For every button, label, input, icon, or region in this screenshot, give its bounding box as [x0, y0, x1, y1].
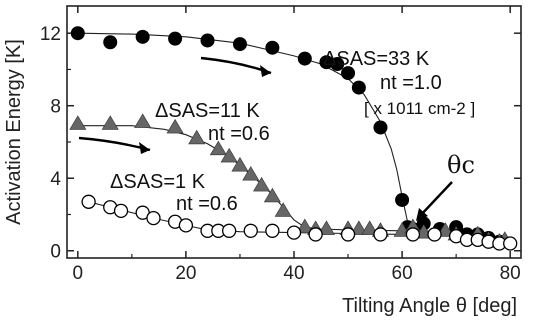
nt-1-0-label: nt =1.0: [380, 72, 442, 94]
data-point-series-2: [113, 203, 129, 219]
data-point-series-0: [70, 26, 85, 41]
y-tick-label: 0: [50, 242, 61, 263]
arrowhead-11k: [139, 142, 150, 154]
units-label: [ x 1011 cm-2 ]: [364, 99, 475, 118]
data-point-series-2: [373, 227, 388, 242]
data-point-series-0: [168, 31, 183, 46]
x-tick-label: 0: [73, 263, 84, 284]
nt-0-6-label-b: nt =0.6: [176, 193, 238, 215]
nt-0-6-label-a: nt =0.6: [208, 123, 270, 145]
data-point-series-1: [188, 129, 206, 145]
data-point-series-0: [103, 35, 118, 50]
y-tick-label: 4: [50, 169, 61, 190]
data-point-series-1: [166, 118, 184, 134]
ticks-layer: 0 20 40 60 80 0 4 8 12: [40, 6, 521, 284]
data-point-series-0: [395, 192, 410, 207]
data-point-series-0: [265, 40, 280, 55]
data-point-series-2: [405, 227, 421, 242]
data-point-series-2: [308, 227, 323, 242]
data-point-series-0: [351, 80, 366, 95]
data-point-series-1: [209, 140, 227, 156]
data-point-series-2: [81, 194, 96, 209]
delta-sas-1-label: ΔSAS=1 K: [110, 171, 206, 193]
data-point-series-2: [340, 227, 356, 242]
data-point-series-2: [427, 227, 442, 242]
data-point-series-1: [317, 220, 335, 235]
data-point-series-0: [297, 51, 312, 66]
x-tick-label: 60: [392, 263, 413, 284]
data-point-series-1: [253, 176, 271, 192]
data-point-series-1: [220, 147, 238, 163]
y-tick-label: 8: [50, 97, 61, 118]
data-point-series-2: [286, 225, 302, 240]
y-tick-label: 12: [40, 24, 61, 45]
data-point-series-1: [231, 156, 249, 172]
theta-c-label: θc: [447, 151, 475, 179]
data-point-series-1: [69, 115, 87, 130]
data-point-series-1: [263, 187, 281, 203]
delta-sas-33-label: ΔSAS=33 K: [323, 48, 430, 70]
data-point-series-1: [350, 220, 368, 235]
arrow-theta-c: [418, 181, 453, 218]
data-point-series-2: [178, 218, 194, 233]
data-point-series-0: [330, 57, 345, 72]
arrowhead-theta-c: [416, 208, 428, 221]
data-point-series-1: [274, 202, 292, 217]
data-point-series-2: [503, 236, 518, 251]
data-point-series-1: [242, 166, 260, 181]
x-tick-label: 80: [500, 263, 521, 284]
x-tick-label: 20: [175, 263, 196, 284]
delta-sas-11-label: ΔSAS=11 K: [155, 100, 260, 122]
x-axis-label: Tilting Angle θ [deg]: [342, 295, 517, 317]
data-point-series-1: [296, 218, 314, 234]
data-point-series-0: [341, 66, 356, 81]
arrowhead-33k: [260, 65, 271, 77]
data-point-series-0: [200, 33, 215, 48]
data-point-series-0: [135, 29, 150, 44]
data-point-series-1: [361, 220, 379, 235]
data-point-series-1: [134, 113, 152, 128]
data-point-series-2: [243, 223, 258, 238]
x-tick-label: 40: [283, 263, 304, 284]
data-point-series-0: [373, 120, 388, 135]
data-point-series-0: [232, 37, 247, 52]
data-point-series-0: [319, 55, 334, 70]
data-point-series-2: [146, 210, 161, 226]
data-point-series-1: [101, 115, 119, 130]
data-points-layer: [69, 26, 518, 251]
data-point-series-2: [221, 223, 237, 238]
data-point-series-2: [265, 223, 280, 238]
data-point-series-0: [416, 216, 431, 231]
y-axis-label: Activation Energy [K]: [3, 39, 25, 225]
